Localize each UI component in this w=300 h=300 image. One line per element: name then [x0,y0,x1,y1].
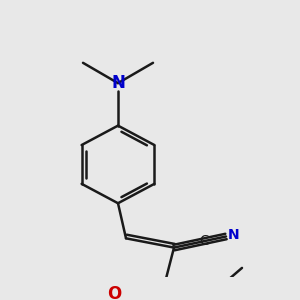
Text: O: O [107,285,121,300]
Text: N: N [111,74,125,92]
Text: C: C [199,234,209,248]
Text: N: N [228,228,240,242]
